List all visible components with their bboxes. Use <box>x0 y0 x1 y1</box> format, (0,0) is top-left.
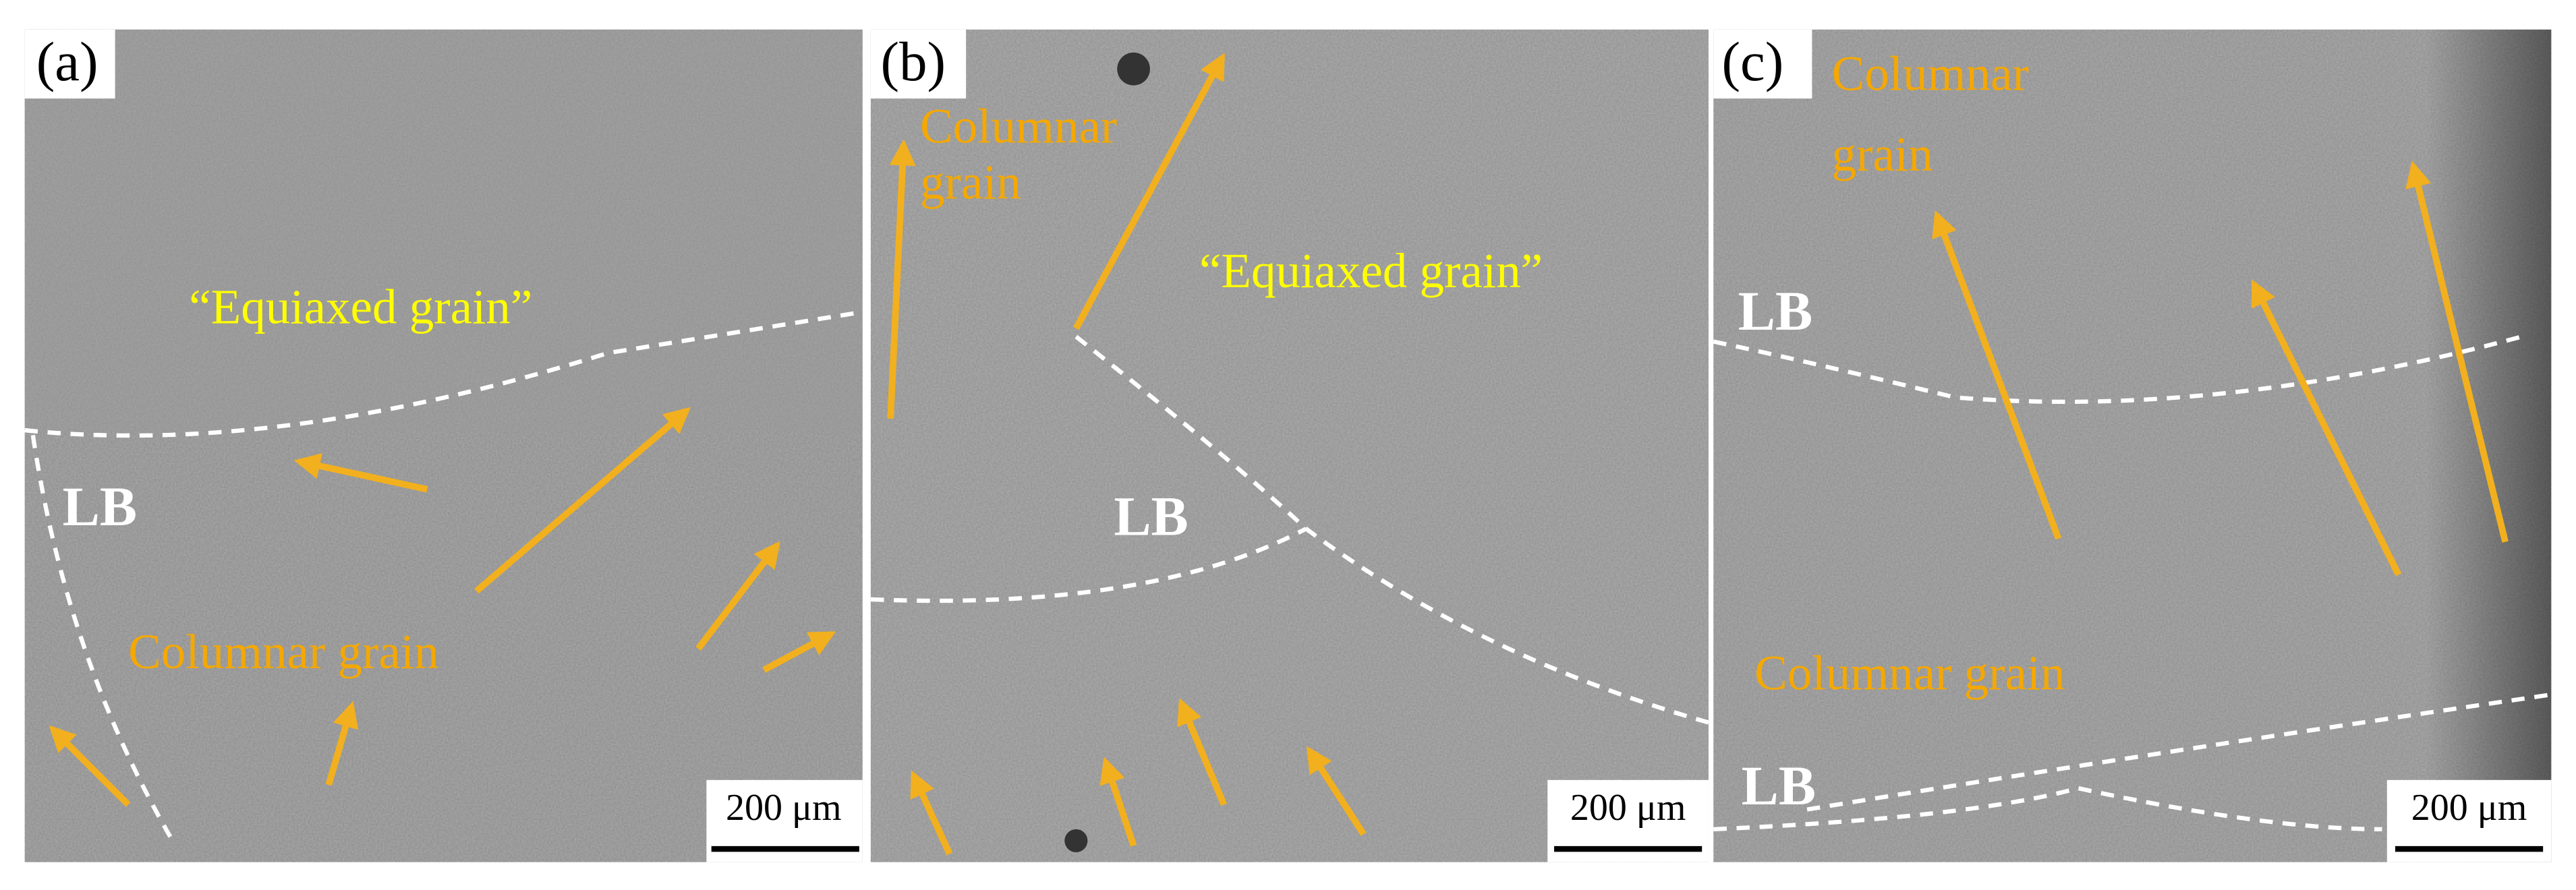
region-shade <box>24 29 863 432</box>
scale-bar-label: 200 μm <box>2411 787 2527 829</box>
boundary <box>1713 785 2382 832</box>
annotation: grain <box>1832 127 1933 181</box>
panel-label: (c) <box>1721 30 1783 92</box>
arrows <box>1932 160 2509 576</box>
annotation: LB <box>1742 754 1816 817</box>
panel-label: (b) <box>881 30 946 92</box>
label-box <box>24 29 115 99</box>
scale-bar-label: 200 μm <box>726 787 842 829</box>
boundary <box>30 434 175 842</box>
label-box <box>870 29 967 99</box>
annotation: “Equiaxed grain” <box>1199 243 1543 298</box>
micrograph <box>870 29 1709 862</box>
label-box <box>1713 29 1812 99</box>
panel-b: (b) Columnar grain “Equiaxed grain” LB 2… <box>870 29 1709 862</box>
arrows <box>887 53 1367 856</box>
boundary <box>870 527 1307 603</box>
pore <box>1117 52 1150 86</box>
boundary <box>24 309 863 438</box>
scale-bar-label: 200 μm <box>1570 787 1686 829</box>
annotation: LB <box>63 475 137 537</box>
annotation: “Equiaxed grain” <box>189 279 532 334</box>
annotation: grain <box>920 154 1021 209</box>
annotation: Columnar grain <box>128 624 439 679</box>
annotation: Columnar <box>920 99 1117 154</box>
micrograph <box>24 29 863 862</box>
panel-c: (c) Columnar grain LB Columnar grain LB … <box>1713 29 2552 862</box>
annotation: Columnar <box>1832 47 2029 101</box>
annotation: LB <box>1114 485 1188 547</box>
annotation: LB <box>1738 280 1812 342</box>
arrows <box>49 407 836 807</box>
panel-label: (a) <box>36 30 98 92</box>
pore <box>1064 829 1088 852</box>
boundary <box>1075 334 1709 725</box>
boundary <box>1806 692 2552 812</box>
panel-a: (a) “Equiaxed grain” LB Columnar grain 2… <box>24 29 863 862</box>
annotation: Columnar grain <box>1754 646 2065 701</box>
